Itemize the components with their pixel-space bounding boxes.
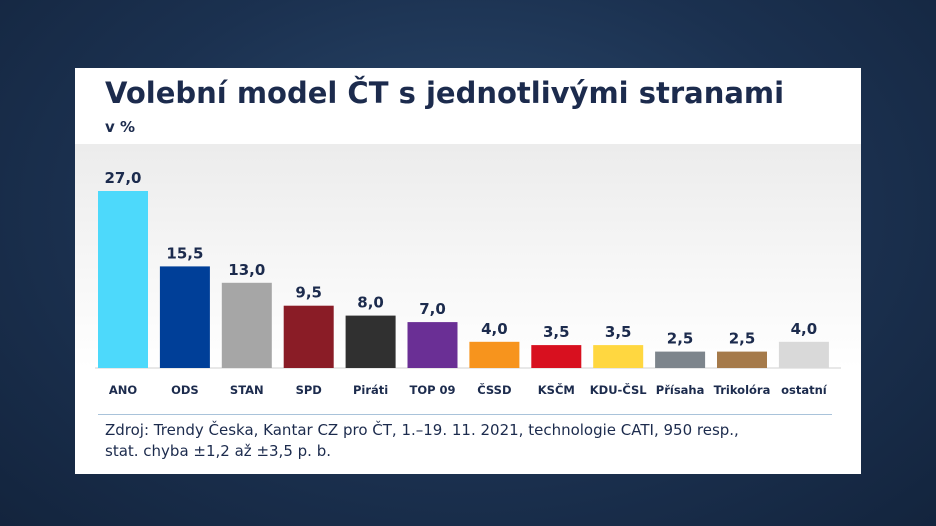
bar-2 (159, 266, 210, 368)
category-label-9: KDU-ČSL (590, 382, 648, 397)
value-label-3: 13,0 (228, 261, 265, 279)
value-label-11: 2,5 (729, 330, 756, 348)
value-label-5: 8,0 (357, 294, 384, 312)
chart-subtitle: v % (105, 118, 136, 136)
value-label-1: 27,0 (104, 169, 141, 187)
bar-10 (655, 351, 706, 368)
source-line-1: Zdroj: Trendy Česka, Kantar CZ pro ČT, 1… (105, 421, 739, 439)
category-label-2: ODS (171, 383, 199, 397)
category-label-10: Přísaha (656, 383, 705, 397)
bar-3 (221, 282, 272, 368)
category-label-8: KSČM (538, 382, 575, 397)
bar-7 (469, 341, 520, 368)
bar-11 (717, 351, 767, 368)
value-label-9: 3,5 (605, 323, 632, 341)
bar-4 (283, 305, 334, 368)
bar-12 (778, 341, 829, 368)
value-label-4: 9,5 (295, 284, 322, 302)
category-label-1: ANO (109, 383, 138, 397)
bar-9 (593, 345, 644, 368)
source-note: Zdroj: Trendy Česka, Kantar CZ pro ČT, 1… (105, 420, 845, 462)
bar-chart: 27,0 ANO 15,5 ODS 13,0 STAN 9,5 SPD 8,0 Piráti 7,0… (95, 169, 841, 397)
category-label-7: ČSSD (477, 382, 511, 397)
source-divider (98, 414, 832, 415)
chart-title: Volební model ČT s jednotlivými stranami (105, 76, 785, 110)
category-label-11: Trikolóra (714, 383, 771, 397)
category-label-3: STAN (230, 383, 264, 397)
category-label-4: SPD (296, 383, 322, 397)
source-line-2: stat. chyba ±1,2 až ±3,5 p. b. (105, 442, 331, 460)
chart-card: Volební model ČT s jednotlivými stranami… (75, 68, 861, 474)
category-label-5: Piráti (353, 383, 388, 397)
bar-6 (407, 322, 458, 368)
value-label-6: 7,0 (419, 300, 446, 318)
category-label-12: ostatní (781, 383, 828, 397)
bar-5 (345, 315, 396, 368)
category-label-6: TOP 09 (409, 383, 455, 397)
value-label-7: 4,0 (481, 320, 508, 338)
value-label-8: 3,5 (543, 323, 570, 341)
value-label-2: 15,5 (166, 244, 203, 262)
bar-8 (531, 345, 582, 368)
bar-1 (98, 191, 148, 368)
value-label-12: 4,0 (791, 320, 818, 338)
value-label-10: 2,5 (667, 330, 694, 348)
